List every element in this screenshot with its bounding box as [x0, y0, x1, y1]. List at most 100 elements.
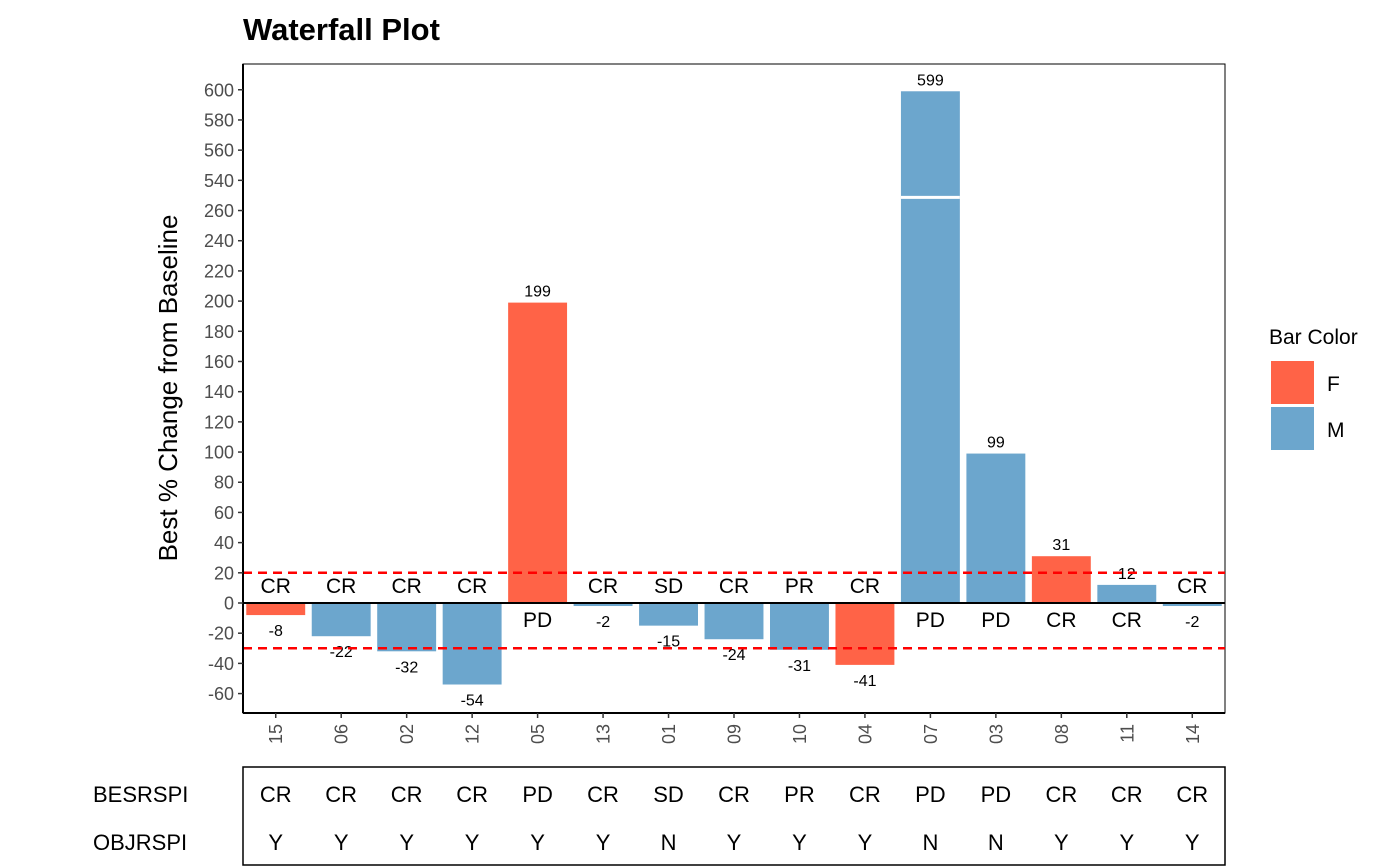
table-cell: N — [988, 830, 1004, 855]
table-cell: Y — [268, 830, 283, 855]
legend-key-f — [1271, 361, 1314, 404]
table-cell: Y — [530, 830, 545, 855]
bar-value-label: -2 — [596, 614, 610, 631]
y-tick-label: -20 — [208, 624, 234, 644]
bar-response-label: PR — [785, 575, 814, 598]
y-axis-label: Best % Change from Baseline — [153, 215, 183, 562]
labels-layer: -8 CR -22 CR -32 CR -54 CR 199 PD -2 CR -15 SD -24 CR -3… — [261, 72, 1208, 709]
x-tick-label: 04 — [855, 724, 875, 744]
table-cell: Y — [792, 830, 807, 855]
y-tick-label: -40 — [208, 654, 234, 674]
data-table-frame — [242, 766, 1226, 866]
bar-01 — [639, 603, 698, 626]
x-tick-label: 01 — [659, 724, 679, 744]
x-tick-label: 03 — [986, 724, 1006, 744]
bar-06 — [311, 603, 371, 637]
table-cell: PD — [915, 782, 946, 807]
bar-value-label: -8 — [269, 623, 283, 640]
table-cell: Y — [858, 830, 873, 855]
table-cell: PD — [522, 782, 553, 807]
bar-response-label: PD — [981, 609, 1010, 632]
y-tick-label: 540 — [204, 171, 234, 191]
bar-11 — [1097, 584, 1157, 603]
table-cell: CR — [260, 782, 292, 807]
y-tick-label: 120 — [204, 412, 234, 432]
bar-response-label: CR — [261, 575, 291, 598]
bar-response-label: CR — [850, 575, 880, 598]
x-tick-label: 14 — [1183, 724, 1203, 744]
y-tick-label: 40 — [214, 533, 234, 553]
bar-response-label: CR — [457, 575, 487, 598]
legend-label-f: F — [1327, 373, 1340, 396]
x-tick-label: 11 — [1117, 724, 1137, 743]
chart-title: Waterfall Plot — [243, 12, 440, 47]
bar-value-label: -24 — [722, 647, 745, 664]
bar-13 — [573, 603, 633, 607]
reference-lines — [243, 571, 1225, 650]
y-tick-label: 560 — [204, 141, 234, 161]
table-cell: CR — [1176, 782, 1208, 807]
x-tick-label: 08 — [1052, 724, 1072, 744]
bar-response-label: CR — [326, 575, 356, 598]
x-tick-label: 09 — [725, 724, 745, 744]
y-tick-label: 260 — [204, 201, 234, 221]
y-tick-label: 80 — [214, 473, 234, 493]
legend-label-m: M — [1327, 419, 1345, 442]
table-cell: Y — [399, 830, 414, 855]
y-tick-label: 20 — [214, 563, 234, 583]
table-cell: Y — [334, 830, 349, 855]
y-tick-label: 240 — [204, 231, 234, 251]
table-cell: N — [922, 830, 938, 855]
bar-value-label: 12 — [1118, 566, 1136, 583]
bar-value-label: -32 — [395, 659, 418, 676]
legend-title: Bar Color — [1269, 326, 1358, 349]
bar-value-label: -31 — [788, 658, 811, 675]
table-cell: PR — [784, 782, 815, 807]
bar-10 — [770, 603, 829, 650]
table-cell: CR — [391, 782, 423, 807]
bar-15 — [246, 603, 306, 616]
bar-value-label: 31 — [1052, 537, 1070, 554]
table-cell: SD — [653, 782, 684, 807]
bar-response-label: CR — [391, 575, 421, 598]
bar-response-label: PD — [523, 609, 552, 632]
table-cell: Y — [1054, 830, 1069, 855]
bar-09 — [704, 603, 764, 640]
bar-response-label: CR — [588, 575, 618, 598]
data-table: BESRSPI CR CR CR CR PD CR SD CR PR CR PD PD CR CR CR OBJ… — [93, 782, 1208, 855]
y-tick-label: 220 — [204, 261, 234, 281]
legend-key-m — [1271, 407, 1314, 450]
bar-12 — [442, 603, 502, 685]
bar-04 — [835, 603, 895, 665]
x-tick-label: 10 — [790, 724, 810, 744]
bar-value-label: 99 — [987, 435, 1005, 452]
y-axis-ticks: -60 -40 -20 0 20 40 60 80 100 120 140 160 180 200 220 2… — [204, 80, 243, 704]
table-cell: CR — [1045, 782, 1077, 807]
y-tick-label: 200 — [204, 292, 234, 312]
table-cell: Y — [727, 830, 742, 855]
x-tick-label: 15 — [266, 724, 286, 744]
bar-response-label: CR — [1112, 609, 1142, 632]
table-cell: PD — [981, 782, 1012, 807]
bar-response-label: CR — [1046, 609, 1076, 632]
x-tick-label: 05 — [528, 724, 548, 744]
bar-response-label: SD — [654, 575, 683, 598]
bar-response-label: PD — [916, 609, 945, 632]
table-cell: CR — [456, 782, 488, 807]
bars-layer — [246, 91, 1222, 685]
x-tick-label: 12 — [463, 724, 483, 744]
x-tick-label: 07 — [921, 724, 941, 744]
y-tick-label: 600 — [204, 80, 234, 100]
bar-value-label: -15 — [657, 634, 680, 651]
x-tick-label: 02 — [397, 724, 417, 744]
bar-response-label: CR — [1177, 575, 1207, 598]
bar-value-label: -22 — [330, 644, 353, 661]
bar-value-label: 599 — [917, 72, 944, 89]
bar-response-label: CR — [719, 575, 749, 598]
y-tick-label: 180 — [204, 322, 234, 342]
y-tick-label: -60 — [208, 684, 234, 704]
table-cell: Y — [596, 830, 611, 855]
bar-14 — [1162, 603, 1222, 607]
bar-value-label: -54 — [461, 693, 484, 710]
y-tick-label: 160 — [204, 352, 234, 372]
